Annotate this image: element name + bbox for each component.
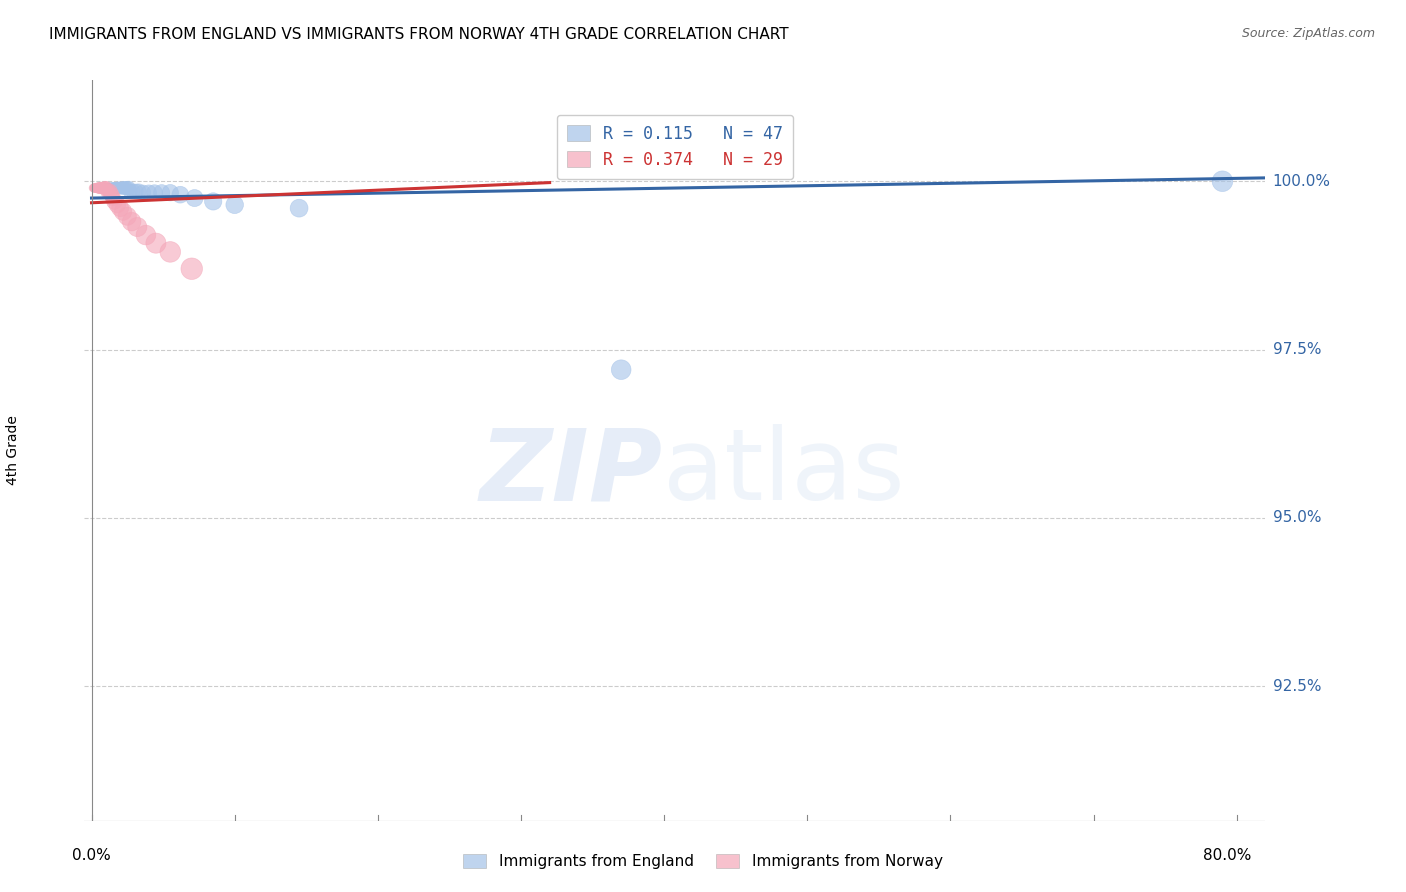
Point	[100, 187, 122, 202]
Point	[90, 181, 112, 195]
Text: 92.5%: 92.5%	[1272, 679, 1322, 693]
Point	[97, 184, 120, 198]
Point	[159, 244, 181, 259]
Point	[91, 181, 114, 195]
Point	[103, 194, 125, 209]
Point	[114, 181, 136, 195]
Point	[610, 362, 633, 376]
Point	[91, 181, 114, 195]
Point	[89, 181, 111, 195]
Text: IMMIGRANTS FROM ENGLAND VS IMMIGRANTS FROM NORWAY 4TH GRADE CORRELATION CHART: IMMIGRANTS FROM ENGLAND VS IMMIGRANTS FR…	[49, 27, 789, 42]
Point	[86, 181, 108, 195]
Point	[103, 181, 125, 195]
Point	[183, 191, 205, 205]
Point	[104, 181, 127, 195]
Point	[87, 181, 110, 195]
Point	[143, 186, 166, 200]
Text: 100.0%: 100.0%	[1272, 174, 1330, 189]
Point	[105, 198, 128, 212]
Text: 0.0%: 0.0%	[72, 847, 111, 863]
Point	[100, 181, 122, 195]
Point	[101, 181, 124, 195]
Text: Source: ZipAtlas.com: Source: ZipAtlas.com	[1241, 27, 1375, 40]
Point	[94, 181, 117, 195]
Point	[83, 181, 105, 195]
Point	[169, 187, 191, 202]
Point	[111, 181, 134, 195]
Point	[87, 181, 110, 195]
Point	[91, 181, 114, 195]
Point	[105, 181, 128, 195]
Point	[89, 181, 111, 195]
Point	[135, 228, 157, 243]
Point	[115, 181, 138, 195]
Point	[150, 186, 173, 200]
Point	[108, 201, 131, 215]
Point	[180, 261, 202, 276]
Point	[83, 181, 105, 195]
Point	[108, 181, 131, 195]
Point	[120, 184, 142, 198]
Point	[122, 184, 145, 198]
Point	[127, 219, 149, 234]
Legend: R = 0.115   N = 47, R = 0.374   N = 29: R = 0.115 N = 47, R = 0.374 N = 29	[557, 114, 793, 179]
Point	[111, 204, 134, 219]
Legend: Immigrants from England, Immigrants from Norway: Immigrants from England, Immigrants from…	[457, 847, 949, 875]
Point	[121, 214, 143, 228]
Point	[97, 181, 120, 195]
Point	[98, 181, 121, 195]
Point	[90, 181, 112, 195]
Point	[96, 181, 118, 195]
Point	[89, 181, 111, 195]
Point	[110, 181, 132, 195]
Point	[288, 201, 311, 215]
Point	[138, 186, 160, 200]
Point	[132, 186, 155, 200]
Point	[94, 181, 117, 195]
Point	[94, 181, 117, 195]
Text: atlas: atlas	[664, 425, 904, 521]
Text: ZIP: ZIP	[479, 425, 664, 521]
Point	[101, 191, 124, 205]
Point	[125, 184, 148, 198]
Point	[103, 181, 125, 195]
Point	[117, 181, 139, 195]
Point	[224, 198, 246, 212]
Point	[94, 181, 117, 195]
Point	[97, 181, 120, 195]
Point	[82, 181, 104, 195]
Point	[93, 181, 115, 195]
Point	[117, 209, 139, 223]
Point	[93, 181, 115, 195]
Text: 97.5%: 97.5%	[1272, 342, 1322, 357]
Point	[98, 181, 121, 195]
Point	[96, 184, 118, 198]
Point	[86, 181, 108, 195]
Point	[105, 181, 128, 195]
Point	[128, 184, 150, 198]
Point	[107, 181, 129, 195]
Text: 95.0%: 95.0%	[1272, 510, 1322, 525]
Point	[159, 186, 181, 200]
Text: 4th Grade: 4th Grade	[6, 416, 20, 485]
Point	[202, 194, 225, 209]
Point	[84, 181, 107, 195]
Text: 80.0%: 80.0%	[1202, 847, 1251, 863]
Point	[118, 181, 141, 195]
Point	[145, 236, 167, 251]
Point	[98, 184, 121, 198]
Point	[84, 181, 107, 195]
Point	[1211, 174, 1233, 188]
Point	[87, 181, 110, 195]
